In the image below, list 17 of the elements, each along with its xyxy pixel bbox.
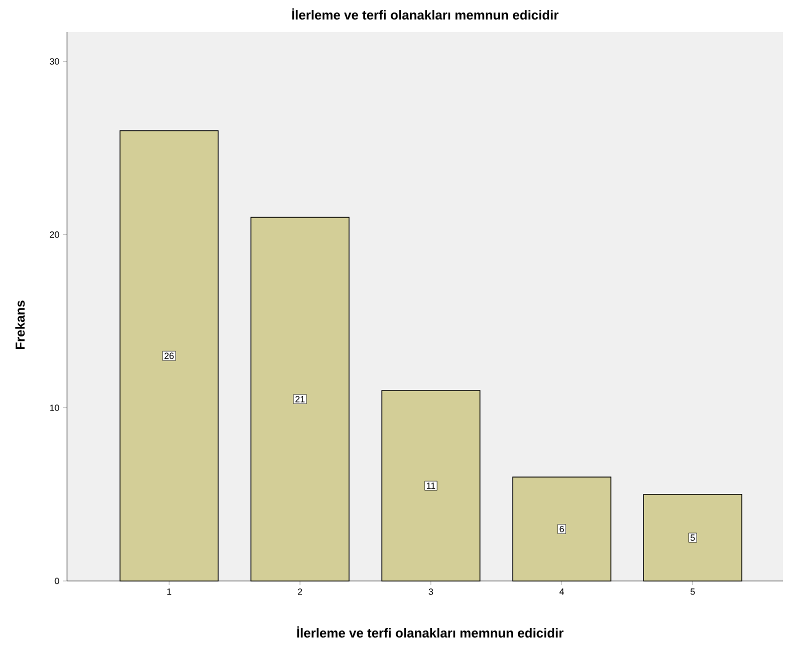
x-tick-label: 3: [428, 588, 433, 595]
data-label: 26: [164, 352, 174, 360]
x-tick-label: 4: [559, 588, 564, 595]
x-tick-label: 2: [298, 588, 302, 595]
data-label: 21: [295, 396, 305, 402]
y-tick-label: 10: [50, 404, 60, 411]
data-label: 5: [690, 534, 695, 541]
data-label: 6: [560, 526, 564, 532]
y-tick-label: 30: [50, 58, 60, 65]
chart-title: İlerleme ve terfi olanakları memnun edicidir: [292, 8, 558, 20]
y-tick-label: 0: [54, 578, 60, 584]
x-tick-label: 5: [690, 588, 695, 595]
x-tick-label: 1: [167, 588, 172, 595]
x-axis-title: İlerleme ve terfi olanakları memnun edicidir: [297, 626, 564, 638]
y-axis-title: Frekans: [15, 300, 25, 350]
data-label: 11: [426, 482, 436, 489]
y-tick-label: 20: [50, 231, 60, 238]
